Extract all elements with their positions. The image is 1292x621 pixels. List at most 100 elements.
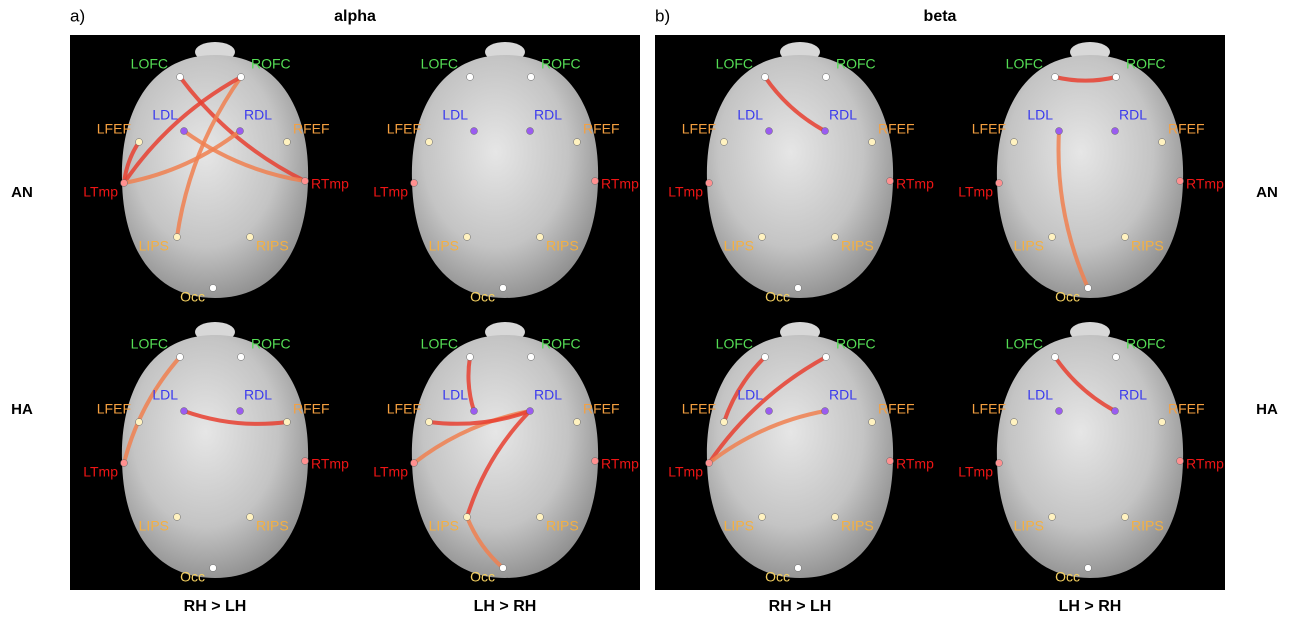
node-label: RTmp xyxy=(601,456,639,472)
node-label: LIPS xyxy=(724,238,754,254)
node xyxy=(1159,139,1166,146)
node xyxy=(210,565,217,572)
node-label: Occ xyxy=(765,289,790,305)
node xyxy=(471,128,478,135)
node xyxy=(762,354,769,361)
row-label: AN xyxy=(11,184,33,201)
panel-title: beta xyxy=(924,8,957,25)
row-label: AN xyxy=(1256,184,1278,201)
node xyxy=(887,458,894,465)
node-label: LFEF xyxy=(97,121,131,137)
node-label: RIPS xyxy=(546,238,579,254)
node-label: RTmp xyxy=(311,176,349,192)
node-label: ROFC xyxy=(1126,336,1166,352)
node-label: RTmp xyxy=(896,176,934,192)
node xyxy=(302,458,309,465)
node-label: RDL xyxy=(829,387,857,403)
figure: a) alpha RH > LH LOFC ROFC LDL RDL LFEF RFEF LTmp… xyxy=(0,0,1292,621)
node xyxy=(1085,285,1092,292)
node-label: Occ xyxy=(470,569,495,585)
node-label: Occ xyxy=(180,569,205,585)
node-label: LIPS xyxy=(139,518,169,534)
column-label: LH > RH xyxy=(474,598,537,615)
node-label: RDL xyxy=(1119,107,1147,123)
node-label: LIPS xyxy=(1014,238,1044,254)
node-label: LOFC xyxy=(716,336,753,352)
node xyxy=(996,460,1003,467)
node-label: LFEF xyxy=(682,401,716,417)
node xyxy=(411,180,418,187)
node xyxy=(887,178,894,185)
node xyxy=(759,514,766,521)
node-label: ROFC xyxy=(251,56,291,72)
node-label: RFEF xyxy=(878,121,915,137)
row-label: HA xyxy=(1256,401,1278,418)
panel-title: alpha xyxy=(334,8,376,25)
panel-letter: a) xyxy=(70,6,85,25)
node-label: ROFC xyxy=(541,336,581,352)
node xyxy=(528,74,535,81)
node-label: LDL xyxy=(442,107,468,123)
node xyxy=(1122,514,1129,521)
node xyxy=(823,74,830,81)
node-label: RIPS xyxy=(841,518,874,534)
head-shape xyxy=(707,55,893,298)
node-label: LIPS xyxy=(724,518,754,534)
node xyxy=(766,408,773,415)
node xyxy=(527,408,534,415)
node-label: RIPS xyxy=(841,238,874,254)
node-label: LDL xyxy=(152,107,178,123)
node-label: LFEF xyxy=(972,401,1006,417)
column-label: LH > RH xyxy=(1059,598,1122,615)
node-label: ROFC xyxy=(836,336,876,352)
node xyxy=(174,234,181,241)
node-label: Occ xyxy=(470,289,495,305)
node-label: LOFC xyxy=(421,56,458,72)
node-label: LDL xyxy=(737,107,763,123)
node xyxy=(237,408,244,415)
node-label: LFEF xyxy=(682,121,716,137)
node-label: LTmp xyxy=(958,184,993,200)
node-label: RDL xyxy=(1119,387,1147,403)
node-label: ROFC xyxy=(251,336,291,352)
node-label: RFEF xyxy=(1168,121,1205,137)
node xyxy=(426,139,433,146)
node xyxy=(869,139,876,146)
node xyxy=(574,419,581,426)
column-label: RH > LH xyxy=(769,598,832,615)
node xyxy=(1056,408,1063,415)
node-label: RIPS xyxy=(546,518,579,534)
node-label: ROFC xyxy=(1126,56,1166,72)
node-label: LOFC xyxy=(421,336,458,352)
node xyxy=(411,460,418,467)
node-label: LOFC xyxy=(131,56,168,72)
node xyxy=(1112,128,1119,135)
node xyxy=(247,234,254,241)
node xyxy=(1113,74,1120,81)
node xyxy=(537,234,544,241)
node-label: LTmp xyxy=(83,184,118,200)
node-label: LTmp xyxy=(668,184,703,200)
node-label: LFEF xyxy=(387,121,421,137)
node-label: LIPS xyxy=(1014,518,1044,534)
node-label: ROFC xyxy=(836,56,876,72)
node-label: LDL xyxy=(1027,387,1053,403)
node xyxy=(1056,128,1063,135)
node xyxy=(822,408,829,415)
node xyxy=(174,514,181,521)
node xyxy=(823,354,830,361)
node-label: RFEF xyxy=(583,121,620,137)
node xyxy=(1052,74,1059,81)
node-label: RDL xyxy=(829,107,857,123)
node-label: RTmp xyxy=(896,456,934,472)
node-label: RFEF xyxy=(583,401,620,417)
node-label: Occ xyxy=(180,289,205,305)
node-label: RDL xyxy=(534,387,562,403)
node-label: LTmp xyxy=(83,464,118,480)
node-label: Occ xyxy=(765,569,790,585)
node xyxy=(795,285,802,292)
node-label: LTmp xyxy=(373,464,408,480)
node xyxy=(1049,234,1056,241)
node xyxy=(500,565,507,572)
node xyxy=(527,128,534,135)
